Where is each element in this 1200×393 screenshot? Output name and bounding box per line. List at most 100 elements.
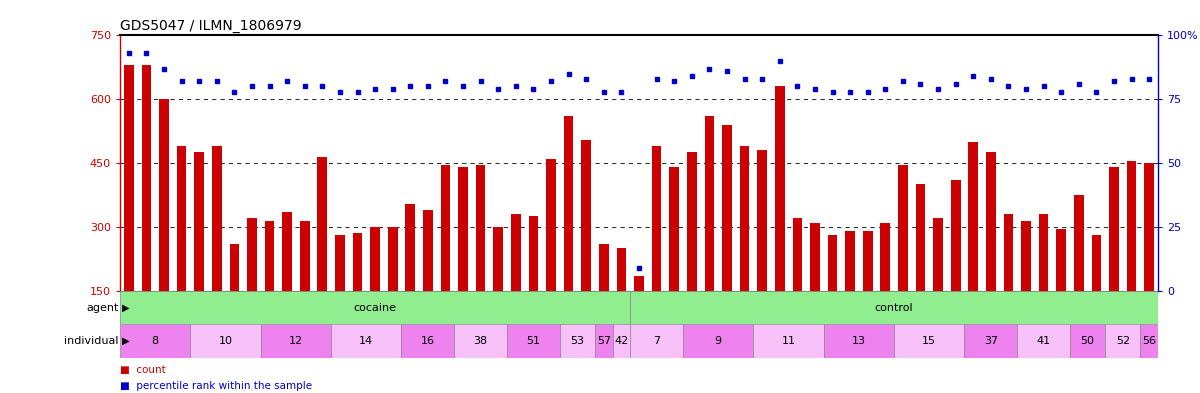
Text: individual: individual xyxy=(65,336,119,346)
Bar xyxy=(934,219,943,291)
Text: 52: 52 xyxy=(1116,336,1130,346)
Bar xyxy=(652,146,661,291)
Bar xyxy=(1109,167,1118,291)
Bar xyxy=(160,99,169,291)
Bar xyxy=(1018,324,1070,358)
Bar xyxy=(191,324,260,358)
Text: 42: 42 xyxy=(614,336,629,346)
Text: GDS5047 / ILMN_1806979: GDS5047 / ILMN_1806979 xyxy=(120,19,301,33)
Text: ■  percentile rank within the sample: ■ percentile rank within the sample xyxy=(120,381,312,391)
Bar xyxy=(458,167,468,291)
Bar xyxy=(613,324,630,358)
Bar xyxy=(1021,220,1031,291)
Text: 16: 16 xyxy=(421,336,434,346)
Bar xyxy=(318,157,328,291)
Bar xyxy=(792,219,802,291)
Bar xyxy=(630,324,683,358)
Bar xyxy=(493,227,503,291)
Bar xyxy=(476,165,486,291)
Text: agent: agent xyxy=(86,303,119,312)
Bar xyxy=(823,324,894,358)
Bar xyxy=(894,324,965,358)
Bar xyxy=(124,65,133,291)
Bar xyxy=(371,227,380,291)
Bar xyxy=(599,244,608,291)
Bar xyxy=(194,152,204,291)
Bar xyxy=(775,86,785,291)
Bar xyxy=(881,223,890,291)
Bar xyxy=(916,184,925,291)
Text: 11: 11 xyxy=(781,336,796,346)
Text: 8: 8 xyxy=(151,336,158,346)
Bar xyxy=(388,227,397,291)
Bar xyxy=(704,116,714,291)
Bar xyxy=(1003,214,1013,291)
Bar xyxy=(965,324,1018,358)
Bar xyxy=(986,152,996,291)
Text: 57: 57 xyxy=(596,336,611,346)
Text: 14: 14 xyxy=(359,336,373,346)
Bar xyxy=(440,165,450,291)
Bar xyxy=(581,140,592,291)
Bar xyxy=(863,231,872,291)
Bar xyxy=(560,324,595,358)
Text: 9: 9 xyxy=(715,336,721,346)
Text: ■  count: ■ count xyxy=(120,365,166,375)
Bar xyxy=(300,220,310,291)
Bar xyxy=(1056,229,1066,291)
Bar xyxy=(229,244,239,291)
Bar xyxy=(950,180,960,291)
Text: 53: 53 xyxy=(570,336,584,346)
Bar xyxy=(845,231,854,291)
Bar xyxy=(335,235,344,291)
Bar xyxy=(757,150,767,291)
Bar xyxy=(260,324,331,358)
Bar xyxy=(529,216,539,291)
Bar xyxy=(455,324,508,358)
Text: 37: 37 xyxy=(984,336,998,346)
Bar xyxy=(1039,214,1049,291)
Bar xyxy=(683,324,754,358)
Bar xyxy=(968,142,978,291)
Bar xyxy=(424,210,433,291)
Bar xyxy=(1074,195,1084,291)
Text: ▶: ▶ xyxy=(120,303,130,312)
Text: 13: 13 xyxy=(852,336,866,346)
Bar xyxy=(353,233,362,291)
Bar xyxy=(595,324,613,358)
Bar xyxy=(1127,161,1136,291)
Text: 10: 10 xyxy=(218,336,233,346)
Bar xyxy=(1140,324,1158,358)
Bar xyxy=(686,152,697,291)
Bar xyxy=(120,324,191,358)
Bar xyxy=(828,235,838,291)
Bar xyxy=(142,65,151,291)
Bar xyxy=(1092,235,1102,291)
Bar xyxy=(722,125,732,291)
Bar xyxy=(402,324,455,358)
Text: 38: 38 xyxy=(474,336,487,346)
Bar xyxy=(511,214,521,291)
Bar xyxy=(670,167,679,291)
Text: 50: 50 xyxy=(1081,336,1094,346)
Bar xyxy=(1145,163,1154,291)
Bar xyxy=(630,291,1158,324)
Bar xyxy=(634,276,644,291)
Bar xyxy=(810,223,820,291)
Text: 51: 51 xyxy=(527,336,540,346)
Text: 41: 41 xyxy=(1037,336,1051,346)
Bar xyxy=(546,159,556,291)
Bar xyxy=(617,248,626,291)
Bar xyxy=(564,116,574,291)
Bar xyxy=(898,165,907,291)
Bar xyxy=(282,212,292,291)
Bar xyxy=(1105,324,1140,358)
Bar xyxy=(331,324,402,358)
Bar xyxy=(1070,324,1105,358)
Bar xyxy=(120,291,630,324)
Bar xyxy=(247,219,257,291)
Text: 7: 7 xyxy=(653,336,660,346)
Bar xyxy=(212,146,222,291)
Text: control: control xyxy=(875,303,913,312)
Bar xyxy=(406,204,415,291)
